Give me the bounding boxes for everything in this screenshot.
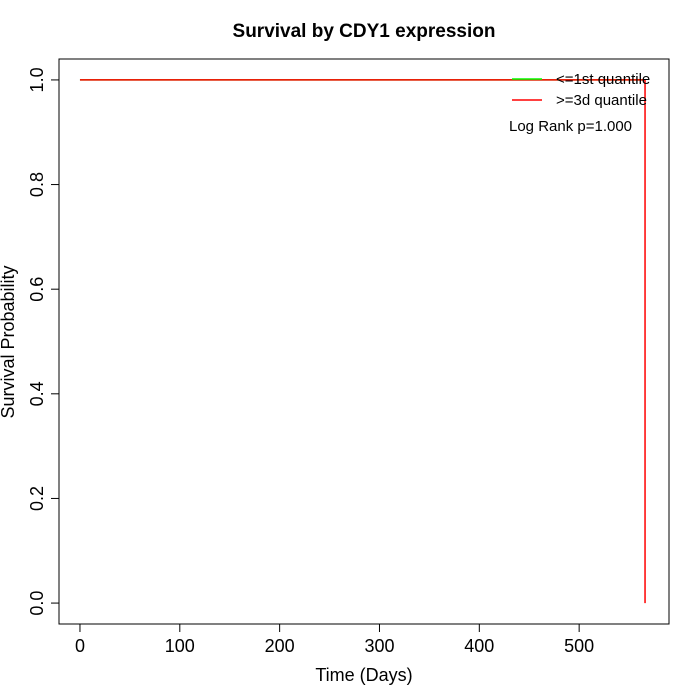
y-tick-label: 0.8 — [27, 172, 47, 197]
y-tick-label: 0.4 — [27, 381, 47, 406]
y-axis: 0.0 0.2 0.4 0.6 0.8 1.0 — [27, 67, 60, 616]
legend-label: >=3d quantile — [556, 92, 647, 109]
y-tick-label: 0.6 — [27, 277, 47, 302]
chart-title: Survival by CDY1 expression — [233, 21, 496, 42]
x-axis-label: Time (Days) — [315, 665, 412, 685]
y-tick-label: 0.2 — [27, 486, 47, 511]
legend: <=1st quantile >=3d quantile — [512, 71, 650, 109]
series-line-high-expression — [79, 79, 646, 604]
x-tick-label: 300 — [364, 636, 394, 656]
series-layer — [79, 79, 646, 604]
y-axis-label: Survival Probability — [0, 265, 18, 418]
y-tick-label: 0.0 — [27, 591, 47, 616]
x-tick-label: 200 — [265, 636, 295, 656]
legend-label: <=1st quantile — [556, 71, 650, 88]
x-tick-label: 400 — [464, 636, 494, 656]
x-axis: 0 100 200 300 400 500 — [75, 623, 594, 656]
x-tick-label: 500 — [564, 636, 594, 656]
log-rank-annotation: Log Rank p=1.000 — [509, 118, 632, 135]
y-tick-label: 1.0 — [27, 67, 47, 92]
plot-frame — [58, 58, 670, 625]
x-tick-label: 0 — [75, 636, 85, 656]
x-tick-label: 100 — [165, 636, 195, 656]
